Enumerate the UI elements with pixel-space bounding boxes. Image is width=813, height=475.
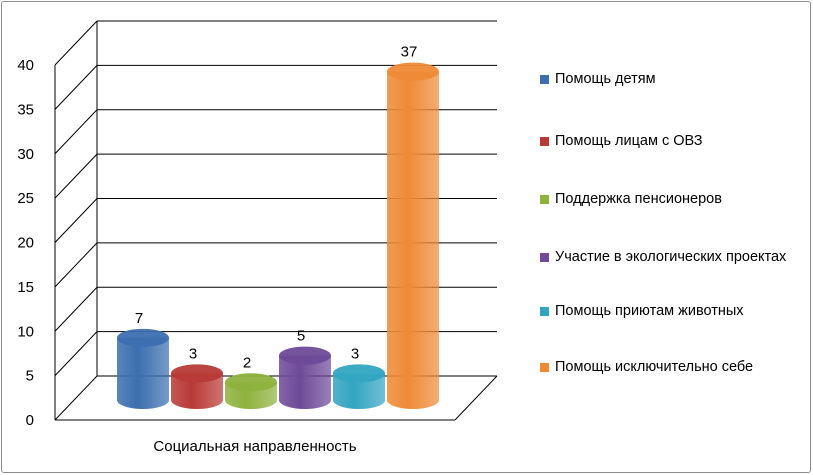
legend-item: Помощь детям	[540, 70, 800, 89]
y-tick-label: 0	[26, 412, 34, 429]
data-label: 37	[401, 44, 418, 61]
grid-diagonal	[54, 198, 98, 243]
grid-diagonal	[54, 242, 98, 288]
bar-top	[117, 328, 169, 347]
x-category-label: Социальная направленность	[153, 438, 356, 455]
grid-diagonal	[54, 286, 98, 332]
data-label: 3	[351, 345, 359, 362]
legend-item: Участие в экологических проектах	[540, 248, 800, 267]
legend-label: Помощь лицам с ОВЗ	[555, 133, 703, 149]
y-tick-label: 10	[17, 323, 34, 340]
data-labels: 7 3 2 5 3 37	[135, 44, 418, 372]
data-label: 7	[135, 310, 143, 327]
grid-diagonal	[54, 65, 98, 110]
y-tick-label: 30	[17, 146, 34, 163]
bar-1	[117, 328, 169, 409]
grid-diagonal	[54, 331, 98, 376]
y-tick-label: 5	[26, 368, 34, 385]
y-tick-label: 35	[17, 101, 34, 118]
bar-body	[387, 71, 439, 409]
bar-top	[171, 364, 223, 383]
y-tick-label: 20	[17, 235, 34, 252]
legend-item: Поддержка пенсионеров	[540, 190, 800, 209]
legend-swatch	[540, 137, 549, 146]
legend-swatch	[540, 253, 549, 262]
legend-label: Поддержка пенсионеров	[555, 191, 722, 207]
chart-bars	[117, 62, 439, 409]
legend-item: Помощь исключительно себе	[540, 358, 800, 377]
bar-3	[225, 373, 277, 409]
legend-label: Помощь приютам животных	[555, 303, 744, 319]
data-label: 3	[189, 345, 197, 362]
bar-2	[171, 364, 223, 409]
y-tick-label: 25	[17, 190, 34, 207]
grid-diagonal	[54, 375, 98, 421]
legend-swatch	[540, 363, 549, 372]
grid-diagonal	[54, 153, 98, 199]
bar-top	[279, 346, 331, 365]
grid-diagonal	[54, 20, 98, 66]
grid-diagonal	[54, 109, 98, 155]
bar-6	[387, 62, 439, 409]
data-label: 2	[243, 354, 251, 371]
legend-item: Помощь лицам с ОВЗ	[540, 132, 800, 151]
legend-swatch	[540, 75, 549, 84]
y-tick-label: 40	[17, 57, 34, 74]
bar-top	[333, 364, 385, 383]
y-tick-label: 15	[17, 279, 34, 296]
legend-swatch	[540, 195, 549, 204]
legend-label: Участие в экологических проектах	[555, 249, 787, 265]
data-label: 5	[297, 328, 305, 345]
floor-right-edge	[454, 375, 498, 421]
bar-top	[387, 62, 439, 81]
bar-body	[117, 337, 169, 409]
bar-top	[225, 373, 277, 392]
bar-5	[333, 364, 385, 409]
legend-label: Помощь детям	[555, 71, 656, 87]
legend-label: Помощь исключительно себе	[555, 359, 754, 375]
bar-body	[333, 373, 385, 409]
y-axis-ticks: 0 5 10 15 20 25 30 35 40	[17, 57, 34, 429]
bar-body	[279, 355, 331, 409]
legend-item: Помощь приютам животных	[540, 302, 800, 321]
legend-swatch	[540, 307, 549, 316]
bar-body	[171, 373, 223, 409]
bar-4	[279, 346, 331, 409]
